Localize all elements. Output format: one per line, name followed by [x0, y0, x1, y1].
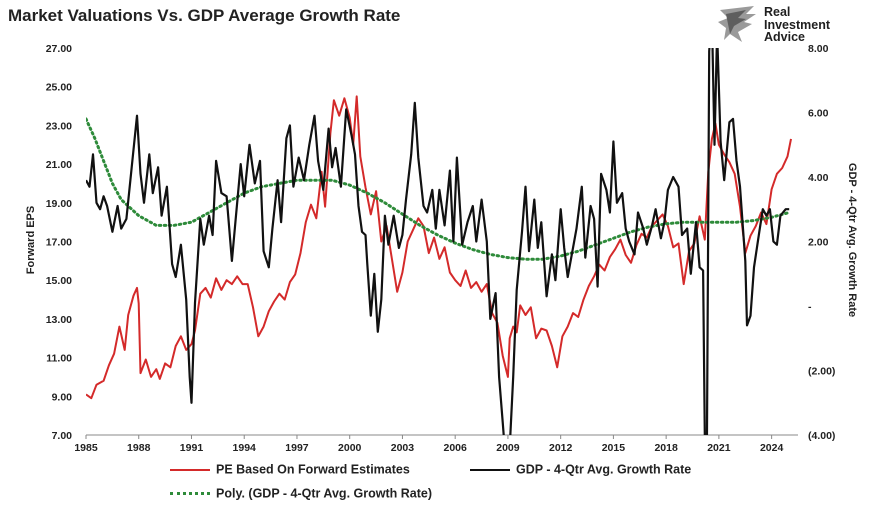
x-tick-label: 1985 [74, 442, 98, 454]
x-tick-label: 2009 [496, 442, 520, 454]
x-tick-label: 1997 [285, 442, 309, 454]
legend-item-poly: Poly. (GDP - 4-Qtr Avg. Growth Rate) [170, 486, 432, 501]
series-line-pe [86, 95, 792, 400]
y-tick-label: 9.00 [52, 391, 73, 403]
y-tick-label: 11.00 [46, 353, 72, 365]
y-axis-title: Forward EPS [25, 206, 37, 274]
legend-label-gdp: GDP - 4-Qtr Avg. Growth Rate [516, 462, 692, 477]
y2-tick-label: - [808, 301, 812, 313]
y2-tick-label: 8.00 [808, 43, 829, 55]
y-tick-label: 7.00 [52, 430, 73, 442]
logo-line-3: Advice [764, 30, 805, 44]
chart-plot-area [86, 48, 792, 435]
y-tick-label: 15.00 [46, 275, 72, 287]
logo: Real Investment Advice [716, 4, 846, 46]
y-tick-label: 27.00 [46, 43, 72, 55]
legend-item-pe: PE Based On Forward Estimates [170, 462, 410, 477]
y-tick-label: 13.00 [46, 314, 72, 326]
legend-swatch-poly [170, 492, 210, 496]
y2-tick-label: (2.00) [808, 366, 835, 378]
x-tick-label: 2012 [549, 442, 573, 454]
series-line-gdp [86, 48, 790, 435]
x-tick-label: 2021 [707, 442, 731, 454]
logo-text: Real Investment Advice [764, 6, 830, 44]
x-tick-label: 2015 [602, 442, 626, 454]
legend-label-pe: PE Based On Forward Estimates [216, 462, 410, 477]
legend-swatch-pe [170, 468, 210, 471]
x-tick-label: 2000 [338, 442, 362, 454]
logo-line-1: Real [764, 5, 791, 19]
series-line-poly [86, 117, 791, 261]
x-tick-label: 1988 [127, 442, 151, 454]
x-tick-label: 2024 [760, 442, 784, 454]
x-tick-label: 1991 [180, 442, 204, 454]
x-tick-label: 1994 [233, 442, 257, 454]
logo-line-2: Investment [764, 17, 830, 32]
y2-tick-label: 4.00 [808, 172, 829, 184]
x-tick-label: 2003 [391, 442, 415, 454]
y2-tick-label: 6.00 [808, 108, 829, 120]
y-tick-label: 25.00 [46, 82, 72, 94]
y2-axis-title: GDP - 4-Qtr Avg. Growth Rate [846, 163, 858, 317]
y2-tick-label: 2.00 [808, 237, 829, 249]
eagle-icon [718, 6, 756, 42]
legend-swatch-gdp [470, 468, 510, 471]
y-tick-label: 23.00 [46, 120, 72, 132]
y-tick-label: 21.00 [46, 159, 72, 171]
y-tick-label: 17.00 [46, 237, 72, 249]
x-tick-label: 2018 [654, 442, 678, 454]
chart-axes: 1985 1988 1991 1994 1997 2000 2003 2006 2009 2012… [46, 43, 836, 454]
y2-tick-label: (4.00) [808, 430, 835, 442]
legend-label-poly: Poly. (GDP - 4-Qtr Avg. Growth Rate) [216, 486, 432, 501]
legend-item-gdp: GDP - 4-Qtr Avg. Growth Rate [470, 462, 691, 477]
page-title: Market Valuations Vs. GDP Average Growth… [8, 6, 401, 25]
y-tick-label: 19.00 [46, 198, 72, 210]
x-tick-label: 2006 [444, 442, 468, 454]
